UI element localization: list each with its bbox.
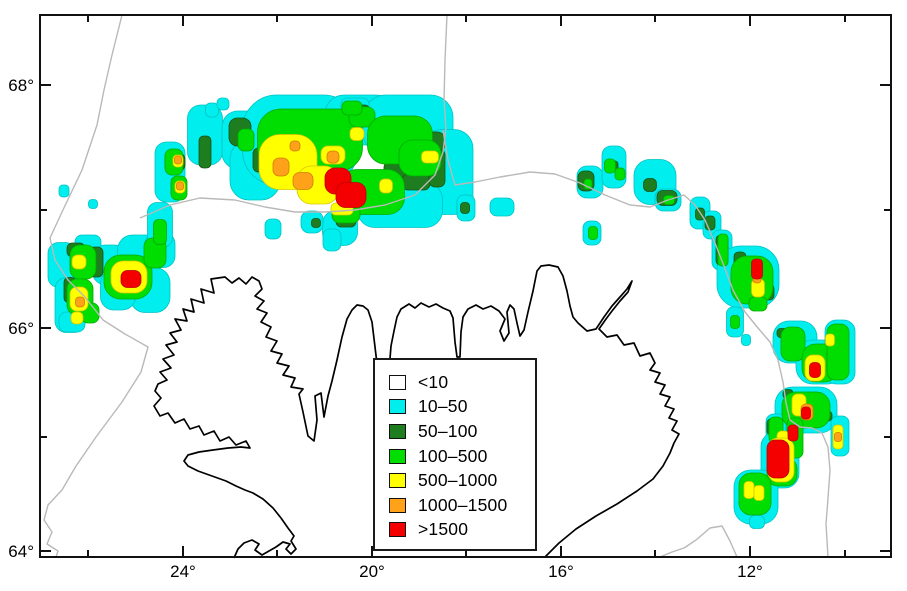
legend-swatch	[389, 399, 406, 415]
x-tick-label: 16°	[548, 562, 574, 581]
abundance-cell-10-50	[205, 102, 219, 118]
abundance-cell-100-500	[588, 226, 598, 240]
abundance-cell->1500	[335, 182, 367, 208]
abundance-cell-1000-1500	[75, 296, 85, 308]
abundance-cell-10-50	[741, 334, 751, 346]
depth-contour-line	[659, 525, 738, 558]
legend-swatch	[389, 497, 406, 513]
abundance-cell-1000-1500	[326, 150, 340, 164]
abundance-cell-50-100	[198, 135, 212, 169]
abundance-cell-100-500	[748, 296, 768, 312]
abundance-cell-100-500	[153, 219, 167, 245]
abundance-cell-100-500	[826, 323, 850, 381]
abundance-cell-100-500	[730, 315, 740, 329]
abundance-cell-500-1000	[379, 178, 393, 194]
legend-label: 500–1000	[418, 470, 498, 491]
abundance-cell->1500	[809, 362, 821, 378]
abundance-cell-10-50	[58, 184, 70, 198]
abundance-cell-100-500	[604, 158, 616, 174]
legend-label: 100–500	[418, 445, 488, 466]
abundance-cell-100-500	[780, 326, 806, 362]
abundance-cell-10-50	[88, 199, 98, 209]
abundance-cell-500-1000	[70, 311, 84, 325]
abundance-cell-1000-1500	[272, 157, 290, 177]
abundance-cell->1500	[751, 258, 763, 280]
legend-swatch	[389, 473, 406, 489]
depth-contour-line	[442, 129, 831, 558]
abundance-cell-500-1000	[825, 333, 835, 347]
abundance-cell-50-100	[311, 218, 321, 228]
legend-label: 50–100	[418, 420, 478, 441]
legend-item: 10–50	[389, 395, 535, 420]
legend-label: >1500	[418, 519, 469, 540]
legend-swatch	[389, 374, 406, 390]
y-tick-label: 66°	[8, 319, 34, 338]
legend-item: 50–100	[389, 419, 535, 444]
x-tick-label: 20°	[359, 562, 385, 581]
depth-contour-line	[43, 14, 149, 558]
abundance-cell-10-50	[489, 197, 515, 217]
depth-contour-line	[139, 14, 448, 219]
abundance-cell->1500	[120, 270, 142, 288]
abundance-cell-500-1000	[743, 481, 755, 499]
legend-item: 500–1000	[389, 468, 535, 493]
abundance-cell-1000-1500	[834, 432, 842, 442]
abundance-cell-100-500	[341, 100, 363, 116]
abundance-cell-10-50	[264, 218, 282, 240]
legend-item: 100–500	[389, 444, 535, 469]
axes-frame-layer	[39, 14, 892, 558]
legend-label: 1000–1500	[418, 494, 508, 515]
abundance-cell-100-500	[717, 233, 729, 267]
abundance-cell-1000-1500	[289, 140, 301, 152]
abundance-cell-500-1000	[71, 254, 87, 270]
abundance-cell-100-500	[614, 167, 626, 181]
abundance-cell-1000-1500	[176, 181, 184, 191]
x-tick-label: 12°	[737, 562, 763, 581]
abundance-cell-10-50	[749, 515, 765, 529]
tick-labels-layer: 24° 20° 16° 12° 68° 66° 64°	[8, 76, 763, 581]
abundance-cell-500-1000	[753, 485, 765, 501]
legend-swatch	[389, 522, 406, 538]
y-tick-label: 64°	[8, 542, 34, 561]
legend-item: 1000–1500	[389, 493, 535, 518]
legend-label: <10	[418, 371, 449, 392]
abundance-cell-1000-1500	[292, 172, 314, 190]
abundance-cell-1000-1500	[174, 155, 182, 165]
abundance-cell-50-100	[643, 178, 657, 192]
legend-swatch	[389, 423, 406, 439]
legend: <10 10–50 50–100 100–500 500–1000 1000–1500 >1…	[373, 358, 537, 551]
legend-item: <10	[389, 370, 535, 395]
legend-item: >1500	[389, 518, 535, 543]
y-tick-label: 68°	[8, 76, 34, 95]
abundance-cell->1500	[766, 439, 790, 479]
legend-label: 10–50	[418, 396, 468, 417]
abundance-cell-10-50	[322, 228, 342, 252]
abundance-cell-50-100	[460, 202, 470, 214]
abundance-cell-500-1000	[349, 127, 365, 141]
abundance-cells-layer	[47, 94, 856, 529]
depth-contours-layer	[43, 14, 831, 558]
legend-swatch	[389, 448, 406, 464]
abundance-cell-500-1000	[421, 150, 439, 164]
abundance-cell->1500	[787, 424, 799, 442]
abundance-cell-10-50	[216, 97, 230, 111]
abundance-cell-100-500	[237, 128, 255, 152]
abundance-cell->1500	[801, 406, 811, 420]
x-tick-label: 24°	[170, 562, 196, 581]
